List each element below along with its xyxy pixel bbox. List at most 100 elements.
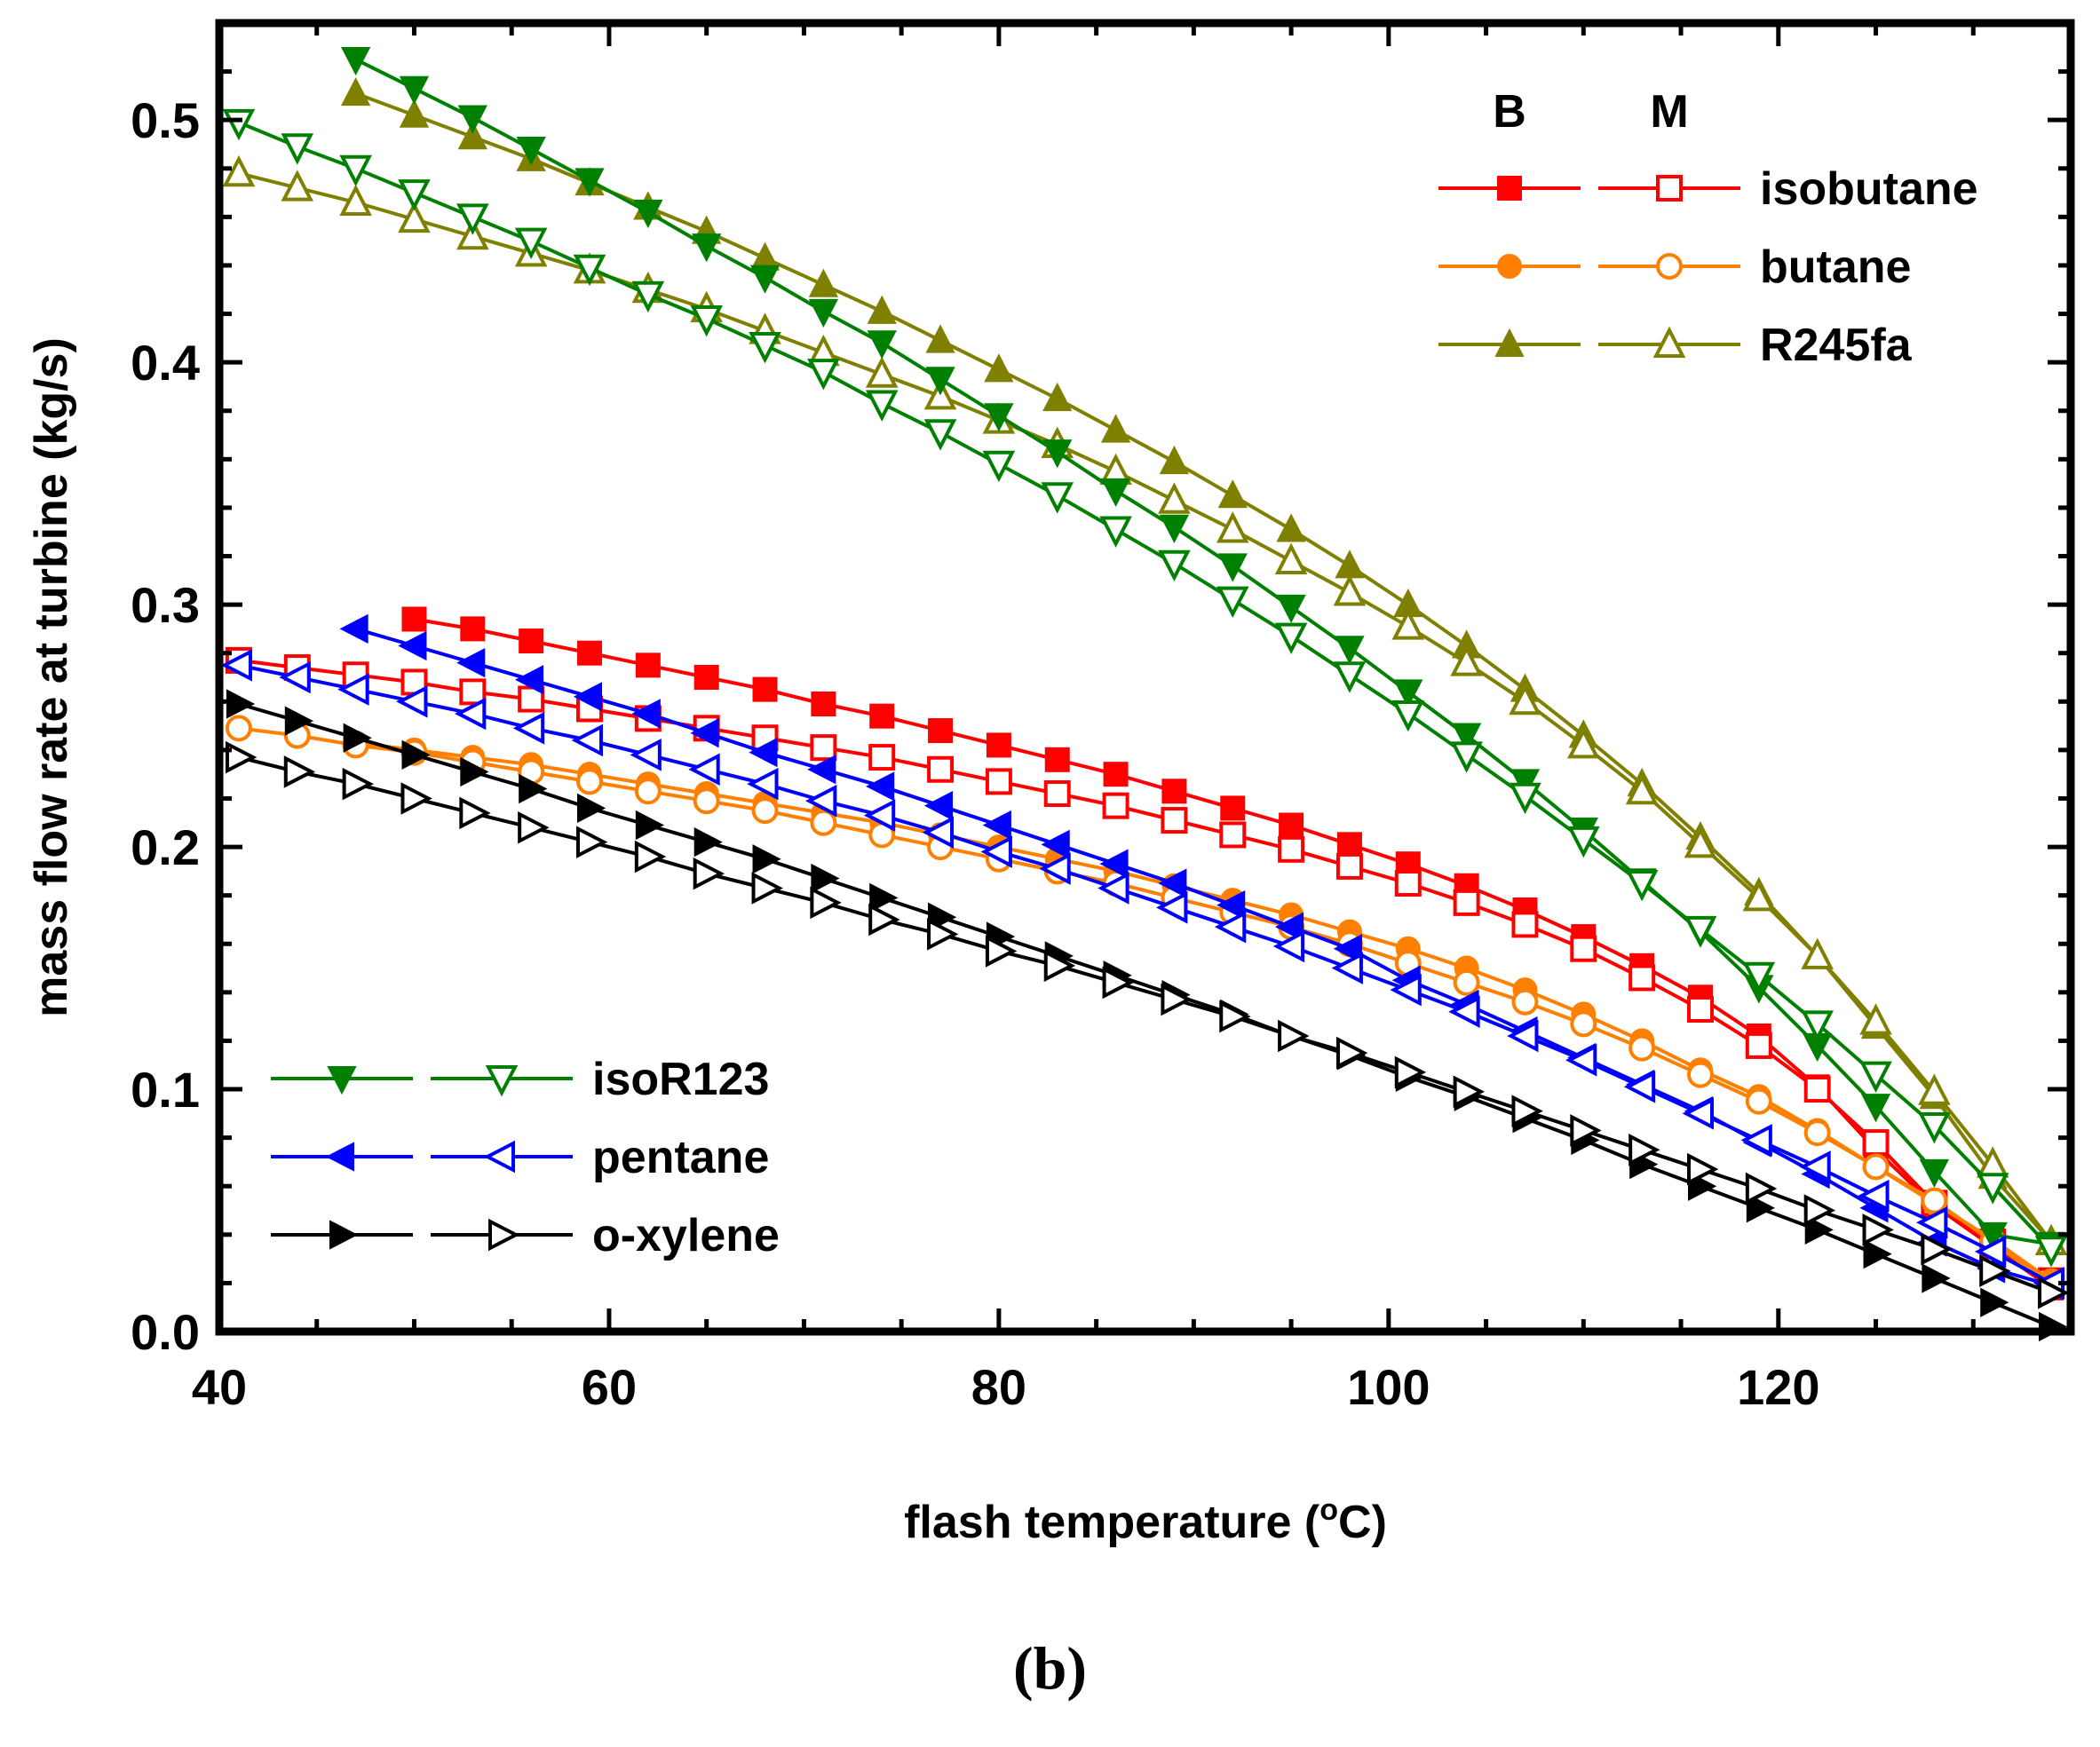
data-point <box>1217 553 1248 582</box>
data-point <box>2034 1236 2068 1268</box>
y-tick-label: 0.2 <box>131 819 200 875</box>
data-point <box>1745 1172 1778 1206</box>
data-point <box>1276 513 1306 542</box>
data-point <box>1041 829 1070 859</box>
data-point <box>459 678 487 706</box>
data-point <box>1511 988 1539 1016</box>
data-point <box>516 136 546 166</box>
data-point <box>1393 679 1423 708</box>
data-point <box>1099 849 1129 879</box>
x-tick-label: 100 <box>1347 1359 1430 1415</box>
data-point <box>869 703 895 729</box>
data-point <box>925 324 955 353</box>
legend-header-m: M <box>1650 86 1688 138</box>
data-point <box>1158 868 1187 898</box>
data-point <box>519 773 548 804</box>
series-isoR123-B <box>340 46 2066 1261</box>
series-line <box>238 663 2053 1285</box>
data-point <box>1161 807 1188 834</box>
data-point <box>1044 747 1070 772</box>
series-line <box>355 740 2053 1283</box>
data-point <box>1041 482 1074 514</box>
data-point <box>1570 1010 1597 1038</box>
data-point <box>1509 683 1541 715</box>
data-point <box>693 826 723 858</box>
data-point <box>339 613 368 644</box>
y-tick-label: 0.3 <box>131 577 200 633</box>
data-point <box>1567 727 1600 759</box>
data-point <box>514 665 544 695</box>
legend-marker-m <box>483 1140 515 1174</box>
data-point <box>982 810 1011 841</box>
data-point <box>690 718 719 748</box>
data-point <box>693 787 720 815</box>
data-point <box>1394 870 1422 897</box>
data-point <box>810 734 837 762</box>
data-point <box>1858 1179 1890 1213</box>
legend-label: o-xylene <box>592 1210 780 1261</box>
data-point <box>1156 891 1188 924</box>
legend-label: isoR123 <box>592 1054 769 1105</box>
data-point <box>339 184 372 216</box>
y-tick-label: 0.5 <box>131 92 200 148</box>
data-point <box>339 154 372 187</box>
series-o-xylene-M <box>225 740 2070 1309</box>
data-point <box>807 359 840 391</box>
data-point <box>1391 608 1425 640</box>
data-point <box>1219 1000 1251 1033</box>
legend-label: pentane <box>592 1132 769 1183</box>
data-point <box>1453 889 1480 916</box>
data-point <box>1860 1094 1891 1123</box>
data-point <box>1335 636 1365 665</box>
data-point <box>751 872 783 905</box>
data-point <box>634 778 662 805</box>
legend-marker-b <box>1497 176 1522 201</box>
data-point <box>1919 1158 1950 1189</box>
data-point <box>512 712 545 745</box>
data-point <box>1335 549 1365 579</box>
data-point <box>749 265 781 294</box>
data-point <box>805 784 837 818</box>
data-point <box>571 723 603 757</box>
data-point <box>1745 1032 1772 1059</box>
data-point <box>866 771 895 802</box>
legend-marker-m <box>1656 253 1683 280</box>
x-axis-unit-sup: o <box>1319 1493 1338 1527</box>
data-point <box>1570 1114 1602 1147</box>
data-point <box>576 826 608 858</box>
data-point <box>635 652 661 678</box>
data-point <box>1859 1003 1892 1035</box>
data-point <box>454 697 487 731</box>
data-point <box>1102 792 1129 819</box>
legend-marker-b <box>325 1142 354 1172</box>
data-point <box>281 133 314 165</box>
legend-entry-o-xylene: o-xylene <box>271 1210 780 1261</box>
data-point <box>1274 542 1308 574</box>
legend-label: isobutane <box>1760 163 1978 215</box>
data-point <box>752 844 781 874</box>
data-point <box>1448 995 1480 1028</box>
data-point <box>1103 762 1129 787</box>
data-point <box>1745 1087 1772 1115</box>
data-point <box>865 390 899 422</box>
data-point <box>1216 889 1246 921</box>
data-point <box>810 886 842 920</box>
data-point <box>867 295 897 324</box>
data-point <box>456 203 489 235</box>
data-point <box>634 840 667 874</box>
data-point <box>1158 549 1191 582</box>
data-point <box>1862 1213 1894 1246</box>
data-point <box>1453 1075 1485 1109</box>
x-axis-title-text: flash temperature <box>904 1497 1291 1548</box>
data-point <box>1918 1073 1951 1105</box>
data-point <box>1921 1232 1953 1266</box>
data-point <box>980 835 1012 868</box>
data-point <box>808 268 839 297</box>
data-point <box>225 715 252 742</box>
data-point <box>1921 1187 1948 1214</box>
x-tick-label: 120 <box>1737 1359 1819 1415</box>
data-point <box>1509 782 1541 815</box>
data-point <box>1450 644 1483 676</box>
series-butane-M <box>225 715 2065 1300</box>
x-axis-unit-close: ) <box>1372 1497 1387 1548</box>
